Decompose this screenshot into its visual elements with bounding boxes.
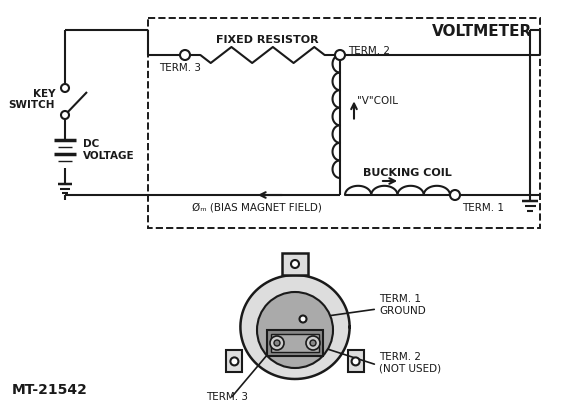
Circle shape: [180, 50, 190, 60]
Bar: [148, 18, 540, 228]
Circle shape: [300, 316, 307, 322]
FancyBboxPatch shape: [282, 253, 308, 275]
FancyBboxPatch shape: [227, 350, 242, 373]
Text: TERM. 1: TERM. 1: [462, 203, 504, 213]
Bar: [267, 330, 323, 356]
Text: KEY
SWITCH: KEY SWITCH: [9, 89, 55, 110]
Text: TERM. 2: TERM. 2: [348, 46, 390, 56]
Circle shape: [231, 357, 238, 365]
Text: DC
VOLTAGE: DC VOLTAGE: [83, 139, 135, 161]
Circle shape: [257, 292, 333, 368]
Circle shape: [291, 260, 299, 268]
Circle shape: [310, 340, 316, 346]
Circle shape: [61, 84, 69, 92]
Circle shape: [450, 190, 460, 200]
FancyBboxPatch shape: [347, 350, 364, 373]
Text: BUCKING COIL: BUCKING COIL: [363, 168, 452, 178]
Circle shape: [335, 50, 345, 60]
Circle shape: [61, 111, 69, 119]
Bar: [271, 334, 319, 352]
Text: FIXED RESISTOR: FIXED RESISTOR: [216, 35, 319, 45]
Circle shape: [306, 336, 320, 350]
Polygon shape: [241, 275, 350, 379]
Text: "V"COIL: "V"COIL: [357, 97, 398, 107]
Text: TERM. 3: TERM. 3: [159, 63, 201, 73]
Circle shape: [270, 336, 284, 350]
Text: TERM. 3
KEY SWITCH: TERM. 3 KEY SWITCH: [195, 392, 259, 401]
Text: Øₘ (BIAS MAGNET FIELD): Øₘ (BIAS MAGNET FIELD): [192, 203, 322, 213]
Circle shape: [274, 340, 280, 346]
Circle shape: [352, 357, 360, 365]
Text: MT-21542: MT-21542: [12, 383, 88, 397]
Text: TERM. 1
GROUND: TERM. 1 GROUND: [379, 294, 426, 316]
Text: VOLTMETER: VOLTMETER: [432, 24, 532, 40]
Text: TERM. 2
(NOT USED): TERM. 2 (NOT USED): [379, 352, 441, 374]
